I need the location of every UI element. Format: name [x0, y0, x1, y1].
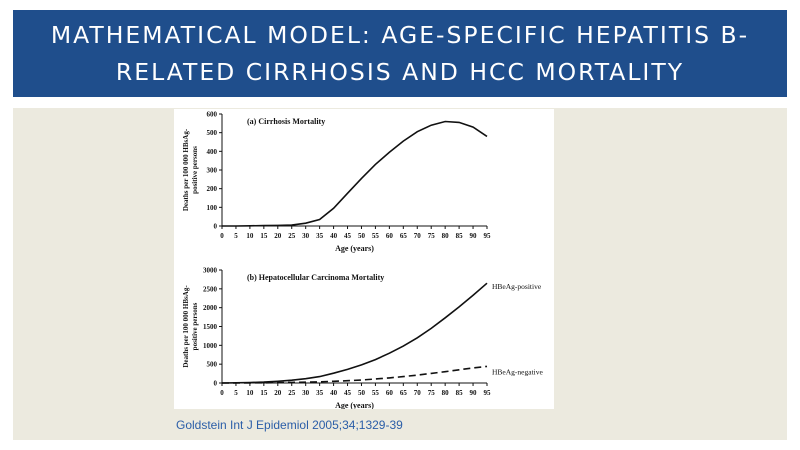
title-bar: MATHEMATICAL MODEL: AGE-SPECIFIC HEPATIT… [13, 10, 787, 97]
citation: Goldstein Int J Epidemiol 2005;34;1329-3… [176, 418, 403, 432]
cirrhosis-series-line [222, 120, 488, 227]
hcc-x-tick-label: 95 [484, 389, 492, 397]
hcc-chart-title: (b) Hepatocellular Carcinoma Mortality [247, 273, 384, 282]
cirrhosis-y-tick-label: 0 [214, 223, 218, 231]
cirrhosis-x-tick-label: 25 [288, 232, 296, 240]
cirrhosis-x-tick-label: 35 [316, 232, 324, 240]
cirrhosis-x-tick-label: 85 [456, 232, 464, 240]
cirrhosis-x-tick-label: 55 [372, 232, 380, 240]
slide-title-line2: RELATED CIRRHOSIS AND HCC MORTALITY [115, 57, 685, 86]
hcc-x-tick-label: 65 [400, 389, 408, 397]
hcc-y-tick-label: 2000 [203, 304, 218, 312]
cirrhosis-y-tick-label: 200 [207, 185, 218, 193]
cirrhosis-x-tick-label: 10 [246, 232, 254, 240]
hcc-series-label: HBeAg-negative [492, 367, 543, 376]
cirrhosis-y-axis-label: Deaths per 100 000 HBsAg- [182, 128, 190, 211]
hcc-x-tick-label: 55 [372, 389, 380, 397]
figure-panel: 0 100 200 300 400 500 600 0 5 10 15 20 25 30 35 40 45 50 5… [174, 109, 554, 409]
hcc-x-tick-label: 90 [470, 389, 478, 397]
hcc-y-tick-label: 1000 [203, 342, 218, 350]
cirrhosis-x-tick-label: 30 [302, 232, 310, 240]
hcc-series-label: HBeAg-positive [492, 282, 542, 291]
cirrhosis-x-tick-label: 60 [386, 232, 394, 240]
hcc-y-tick-label: 2500 [203, 285, 218, 293]
cirrhosis-x-tick-label: 80 [442, 232, 450, 240]
hcc-x-tick-label: 35 [316, 389, 324, 397]
slide-title-line1: MATHEMATICAL MODEL: AGE-SPECIFIC HEPATIT… [50, 20, 750, 49]
hcc-y-tick-label: 0 [214, 380, 218, 388]
cirrhosis-y-tick-label: 600 [207, 111, 218, 119]
hcc-x-tick-label: 25 [288, 389, 296, 397]
hcc-x-tick-label: 5 [234, 389, 238, 397]
hcc-series-line-hbeag-positive [221, 282, 488, 384]
cirrhosis-x-tick-label: 95 [484, 232, 492, 240]
hcc-series-line-hbeag-negative [222, 365, 488, 384]
cirrhosis-chart-title: (a) Cirrhosis Mortality [247, 117, 325, 126]
cirrhosis-y-axis-label: positive persons [191, 146, 199, 194]
slide-title: MATHEMATICAL MODEL: AGE-SPECIFIC HEPATIT… [13, 10, 787, 97]
hcc-x-tick-label: 70 [414, 389, 422, 397]
hcc-y-tick-label: 500 [207, 361, 218, 369]
hcc-y-axis-label: positive persons [191, 302, 199, 350]
hcc-x-tick-label: 45 [344, 389, 352, 397]
cirrhosis-x-tick-label: 15 [260, 232, 268, 240]
hcc-x-axis-label: Age (years) [335, 401, 374, 409]
cirrhosis-x-tick-label: 70 [414, 232, 422, 240]
hcc-x-tick-label: 50 [358, 389, 366, 397]
cirrhosis-y-tick-label: 500 [207, 129, 218, 137]
hcc-y-axis-label: Deaths per 100 000 HBsAg- [182, 285, 190, 368]
cirrhosis-x-axis-label: Age (years) [335, 244, 374, 253]
cirrhosis-x-tick-label: 20 [274, 232, 282, 240]
cirrhosis-x-tick-label: 40 [330, 232, 338, 240]
hcc-x-tick-label: 40 [330, 389, 338, 397]
hcc-x-tick-label: 75 [428, 389, 436, 397]
hcc-x-tick-label: 20 [274, 389, 282, 397]
cirrhosis-x-tick-label: 45 [344, 232, 352, 240]
cirrhosis-y-tick-label: 300 [207, 167, 218, 175]
cirrhosis-x-tick-label: 65 [400, 232, 408, 240]
hcc-x-tick-label: 85 [456, 389, 464, 397]
hcc-y-tick-label: 3000 [203, 267, 218, 275]
cirrhosis-x-tick-label: 0 [220, 232, 224, 240]
hcc-x-tick-label: 15 [260, 389, 268, 397]
cirrhosis-x-tick-label: 75 [428, 232, 436, 240]
hcc-y-tick-label: 1500 [203, 323, 218, 331]
hcc-x-tick-label: 0 [220, 389, 224, 397]
cirrhosis-y-tick-label: 400 [207, 148, 218, 156]
cirrhosis-x-tick-label: 50 [358, 232, 366, 240]
hcc-x-tick-label: 10 [246, 389, 254, 397]
cirrhosis-x-tick-label: 5 [234, 232, 238, 240]
hcc-x-tick-label: 30 [302, 389, 310, 397]
hcc-x-tick-label: 60 [386, 389, 394, 397]
cirrhosis-y-tick-label: 100 [207, 204, 218, 212]
cirrhosis-x-tick-label: 90 [470, 232, 478, 240]
hcc-x-tick-label: 80 [442, 389, 450, 397]
